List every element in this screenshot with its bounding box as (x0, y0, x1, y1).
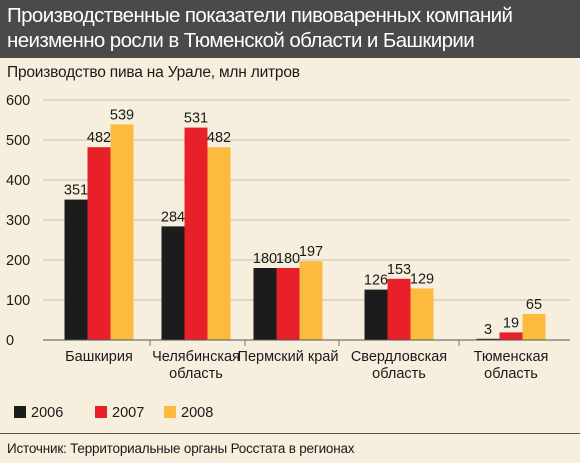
bar (184, 127, 208, 340)
bar (364, 289, 388, 340)
bar (110, 124, 134, 341)
bar (522, 314, 546, 340)
bar (161, 226, 185, 340)
bar (253, 268, 277, 340)
y-tick-label: 300 (6, 213, 30, 229)
data-label: 65 (526, 297, 542, 313)
data-label: 180 (276, 251, 300, 267)
x-tick-label: Свердловская (351, 349, 447, 365)
y-tick-label: 600 (6, 93, 30, 109)
legend-swatch (14, 406, 26, 418)
x-tick-label: Башкирия (65, 349, 133, 365)
data-label: 284 (161, 209, 185, 225)
data-label: 3 (484, 322, 492, 338)
bar (476, 338, 500, 340)
x-tick-label: Пермский край (238, 349, 339, 365)
bar (87, 147, 111, 340)
bar (410, 288, 434, 340)
headline: Производственные показатели пивоваренных… (7, 4, 513, 52)
x-tick-label: область (169, 366, 223, 382)
data-label: 153 (387, 262, 411, 278)
data-label: 351 (64, 183, 88, 199)
bar (64, 199, 88, 340)
bar (499, 332, 523, 340)
x-tick-label: область (372, 366, 426, 382)
legend-swatch (95, 406, 107, 418)
y-tick-label: 200 (6, 253, 30, 269)
y-tick-label: 500 (6, 133, 30, 149)
source-note: Источник: Территориальные органы Росстат… (7, 441, 355, 456)
chart-title: Производство пива на Урале, млн литров (7, 64, 300, 81)
y-tick-label: 400 (6, 173, 30, 189)
data-label: 129 (410, 271, 434, 287)
header-band: Производственные показатели пивоваренных… (0, 0, 580, 58)
data-label: 197 (299, 244, 323, 260)
bar (276, 268, 300, 340)
y-tick-label: 100 (6, 293, 30, 309)
data-label: 180 (253, 251, 277, 267)
legend-swatch (164, 406, 176, 418)
data-label: 539 (110, 107, 134, 123)
bar (299, 261, 323, 340)
bar (207, 147, 231, 340)
data-label: 482 (87, 130, 111, 146)
data-label: 531 (184, 111, 208, 127)
legend-label: 2008 (181, 405, 213, 421)
data-label: 482 (207, 130, 231, 146)
data-label: 126 (364, 273, 388, 289)
footer-divider (0, 433, 580, 434)
x-tick-label: Челябинская (152, 349, 240, 365)
data-label: 19 (503, 315, 519, 331)
legend-label: 2007 (112, 405, 144, 421)
legend-label: 2006 (31, 405, 63, 421)
bar (387, 278, 411, 340)
y-tick-label: 0 (6, 333, 14, 349)
x-tick-label: область (484, 366, 538, 382)
x-tick-label: Тюменская (474, 349, 549, 365)
